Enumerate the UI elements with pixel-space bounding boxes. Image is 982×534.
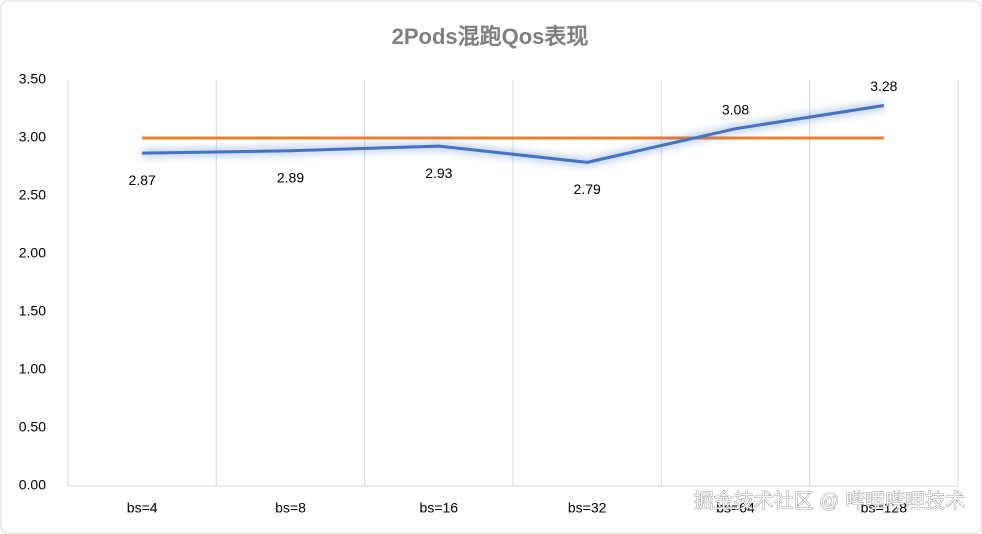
y-tick-label: 1.50	[19, 303, 46, 319]
y-tick-label: 2.00	[19, 245, 46, 261]
data-label: 2.89	[277, 169, 304, 185]
y-tick-label: 2.50	[19, 187, 46, 203]
x-tick-label: bs=32	[568, 500, 607, 516]
data-label: 3.28	[870, 78, 897, 94]
y-tick-label: 3.50	[19, 71, 46, 87]
y-tick-label: 3.00	[19, 129, 46, 145]
data-label: 2.93	[425, 165, 452, 181]
y-tick-label: 0.00	[19, 477, 46, 493]
data-label: 3.08	[722, 101, 749, 117]
x-tick-label: bs=64	[716, 500, 755, 516]
data-label: 2.79	[574, 181, 601, 197]
x-tick-label: bs=8	[275, 500, 306, 516]
x-tick-label: bs=16	[420, 500, 459, 516]
x-tick-label: bs=4	[127, 500, 158, 516]
x-tick-label: bs=128	[861, 500, 908, 516]
y-tick-label: 0.50	[19, 419, 46, 435]
y-tick-label: 1.00	[19, 361, 46, 377]
data-label: 2.87	[129, 172, 156, 188]
line-series	[142, 104, 885, 164]
watermark: 掘金技术社区 @ 哔哩哔哩技术	[694, 489, 965, 512]
chart-title: 2Pods混跑Qos表现	[392, 24, 589, 49]
